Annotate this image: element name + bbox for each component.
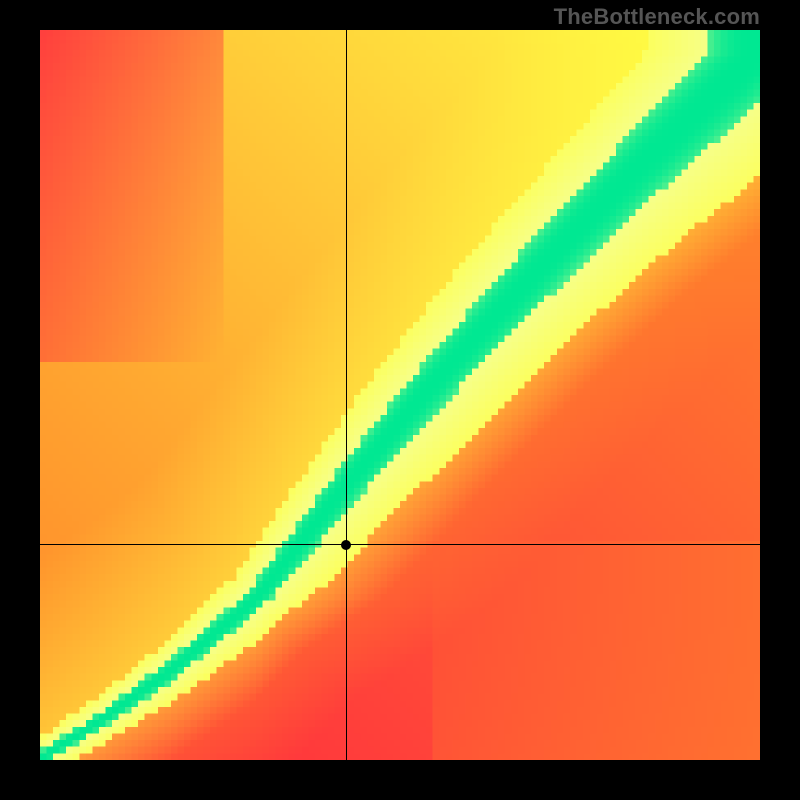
watermark-text: TheBottleneck.com [554, 4, 760, 30]
crosshair-vertical [346, 30, 347, 760]
crosshair-horizontal [40, 544, 760, 545]
heatmap-canvas [40, 30, 760, 760]
heatmap-plot [40, 30, 760, 760]
crosshair-marker [341, 540, 351, 550]
